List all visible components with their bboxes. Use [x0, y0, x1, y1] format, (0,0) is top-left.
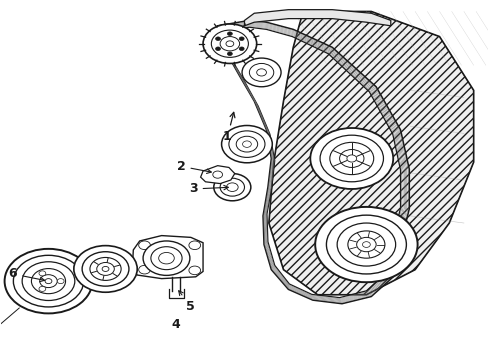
Circle shape — [220, 37, 239, 51]
Text: 1: 1 — [223, 112, 234, 144]
Circle shape — [74, 246, 137, 292]
Circle shape — [203, 24, 256, 63]
Circle shape — [102, 266, 109, 271]
Circle shape — [221, 126, 272, 163]
Circle shape — [220, 178, 244, 196]
Circle shape — [212, 171, 222, 178]
Circle shape — [242, 58, 281, 87]
Circle shape — [239, 37, 244, 41]
Circle shape — [225, 41, 233, 46]
Circle shape — [22, 262, 75, 301]
Circle shape — [13, 255, 83, 307]
Circle shape — [158, 252, 174, 264]
Circle shape — [239, 47, 244, 50]
Circle shape — [315, 207, 417, 282]
Circle shape — [236, 136, 257, 152]
Circle shape — [57, 279, 64, 284]
Text: 2: 2 — [176, 160, 211, 174]
Circle shape — [356, 237, 375, 252]
Text: 6: 6 — [9, 267, 44, 282]
Circle shape — [151, 247, 182, 270]
Circle shape — [362, 242, 369, 247]
Circle shape — [4, 249, 92, 314]
Circle shape — [242, 141, 251, 147]
Circle shape — [31, 269, 65, 294]
Polygon shape — [268, 12, 473, 295]
Circle shape — [188, 241, 200, 249]
Circle shape — [139, 241, 150, 249]
Polygon shape — [200, 166, 234, 184]
Circle shape — [211, 30, 248, 57]
Circle shape — [249, 63, 273, 81]
Circle shape — [326, 215, 406, 274]
Circle shape — [82, 252, 129, 286]
Circle shape — [346, 155, 356, 162]
Circle shape — [215, 47, 220, 50]
Text: 4: 4 — [171, 318, 180, 331]
Circle shape — [228, 131, 264, 157]
Circle shape — [39, 271, 46, 276]
Circle shape — [213, 174, 250, 201]
Circle shape — [40, 275, 57, 288]
Circle shape — [97, 262, 114, 275]
Circle shape — [336, 223, 395, 266]
Circle shape — [226, 183, 238, 192]
Circle shape — [310, 128, 392, 189]
Circle shape — [188, 266, 200, 275]
Text: 3: 3 — [188, 183, 228, 195]
Circle shape — [227, 32, 232, 36]
Circle shape — [320, 135, 383, 182]
Circle shape — [256, 69, 266, 76]
Polygon shape — [132, 235, 203, 279]
Circle shape — [227, 52, 232, 55]
Circle shape — [139, 265, 150, 274]
Circle shape — [339, 149, 363, 167]
Circle shape — [347, 231, 384, 258]
Polygon shape — [244, 10, 390, 26]
Circle shape — [329, 142, 373, 175]
Text: 5: 5 — [178, 291, 195, 313]
Circle shape — [90, 257, 121, 280]
Circle shape — [39, 287, 46, 291]
Circle shape — [45, 279, 52, 284]
Circle shape — [215, 37, 220, 41]
Circle shape — [143, 241, 189, 275]
